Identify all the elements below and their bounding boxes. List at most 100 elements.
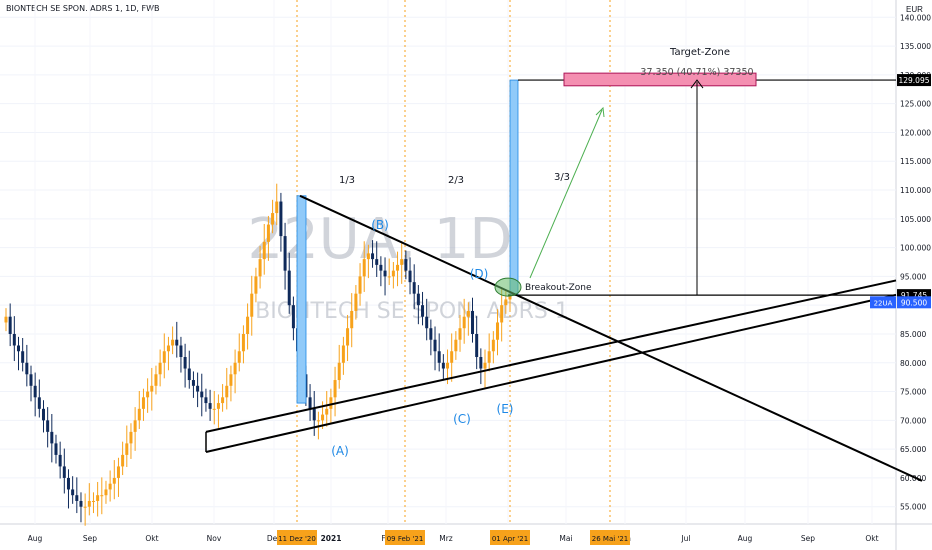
x-tick-label: Nov <box>207 534 222 543</box>
y-tick-label: 80.000 <box>900 359 926 368</box>
candle-body <box>16 345 20 352</box>
y-tick-label: 140.000 <box>900 13 931 22</box>
date-marker-badge <box>590 530 630 545</box>
candle-body <box>158 362 162 375</box>
candle-body <box>354 293 358 311</box>
candle-body <box>329 397 333 409</box>
candle-body <box>283 236 287 271</box>
candle-body <box>504 299 508 306</box>
candle-body <box>121 454 125 467</box>
watermark-small: BIONTECH SE SPON. ADRS 1 <box>255 299 569 324</box>
fraction-label: 1/3 <box>339 175 355 186</box>
candle-body <box>187 368 191 381</box>
candle-body <box>246 316 250 334</box>
date-marker-badge <box>277 530 317 545</box>
x-tick-label: Dez <box>267 534 281 543</box>
candle-body <box>133 420 137 432</box>
candle-body <box>71 489 75 496</box>
candle-body <box>333 380 337 398</box>
candle-body <box>371 253 375 260</box>
candle-body <box>79 500 83 507</box>
candle-body <box>441 362 445 369</box>
candle-body <box>204 397 208 404</box>
candle-body <box>8 316 12 334</box>
trendline-lower-support[interactable] <box>205 293 897 453</box>
fraction-label: 3/3 <box>554 172 570 183</box>
candle-body <box>346 328 350 346</box>
candle-body <box>162 351 166 363</box>
date-marker-label: 01 Apr '21 <box>492 535 528 543</box>
candle-body <box>262 241 266 260</box>
candle-body <box>125 443 129 455</box>
candle-body <box>366 253 370 260</box>
candle-body <box>191 380 195 386</box>
wave-label: (D) <box>470 267 489 281</box>
candle-body <box>358 276 362 294</box>
candle-body <box>241 333 245 352</box>
target-zone-box <box>563 72 757 87</box>
candle-body <box>421 305 425 317</box>
candle-body <box>21 351 25 363</box>
candle-body <box>412 282 416 294</box>
fraction-label: 2/3 <box>448 175 464 186</box>
watermark-big: 22UA, 1D <box>248 207 513 272</box>
y-tick-label: 75.000 <box>900 388 926 397</box>
candle-body <box>341 345 345 363</box>
candle-body <box>137 408 141 421</box>
candle-body <box>425 316 429 329</box>
wave-label: (B) <box>371 218 389 232</box>
candle-body <box>483 362 487 369</box>
candle-body <box>404 259 408 271</box>
trendline-down[interactable] <box>299 194 923 482</box>
candle-body <box>479 357 483 369</box>
range-bar-1 <box>296 195 307 404</box>
trendline-upper-support[interactable] <box>205 279 897 433</box>
y-tick-label: 70.000 <box>900 416 926 425</box>
candle-body <box>91 500 95 502</box>
candle-body <box>271 213 275 225</box>
candle-body <box>350 310 354 329</box>
candle-body <box>146 391 150 398</box>
x-tick-label: Mrz <box>439 534 453 543</box>
candle-body <box>58 454 62 467</box>
candle-body <box>287 270 291 306</box>
candle-body <box>29 374 33 386</box>
y-tick-label: 110.000 <box>900 186 931 195</box>
candle-body <box>454 339 458 352</box>
candle-body <box>41 408 45 421</box>
candle-body <box>446 362 450 369</box>
candle-body <box>221 397 225 404</box>
candle-body <box>237 351 241 363</box>
candle-body <box>458 328 462 340</box>
wave-label: (A) <box>331 444 349 458</box>
wave-label: (E) <box>497 402 514 416</box>
candle-body <box>325 408 329 415</box>
range-bar-2 <box>509 79 519 296</box>
candle-body <box>229 374 233 386</box>
projection-arrow-head <box>595 106 605 118</box>
candle-body <box>379 264 383 271</box>
candle-body <box>50 431 54 444</box>
candle-body <box>275 201 279 214</box>
x-tick-label: Sep <box>801 534 815 543</box>
x-tick-label: Mai <box>559 534 572 543</box>
candle-body <box>491 339 495 352</box>
candle-body <box>321 414 325 421</box>
symbol-tag <box>870 296 896 309</box>
candle-body <box>175 339 179 346</box>
candle-body <box>183 357 187 369</box>
candle-body <box>337 362 341 381</box>
candle-body <box>233 362 237 375</box>
date-marker-label: 26 Mai '21 <box>592 535 628 543</box>
candle-body <box>4 316 8 323</box>
y-tick-label: 125.000 <box>900 100 931 109</box>
target-zone-detail: 37.350 (40.71%) 37350 <box>640 67 753 78</box>
breakout-zone-label: Breakout-Zone <box>525 283 592 293</box>
candle-body <box>141 397 145 409</box>
price-tag-last-text: 90.500 <box>901 298 927 307</box>
y-tick-label: 95.000 <box>900 272 926 281</box>
candle-body <box>279 201 283 237</box>
y-tick-label: 55.000 <box>900 503 926 512</box>
